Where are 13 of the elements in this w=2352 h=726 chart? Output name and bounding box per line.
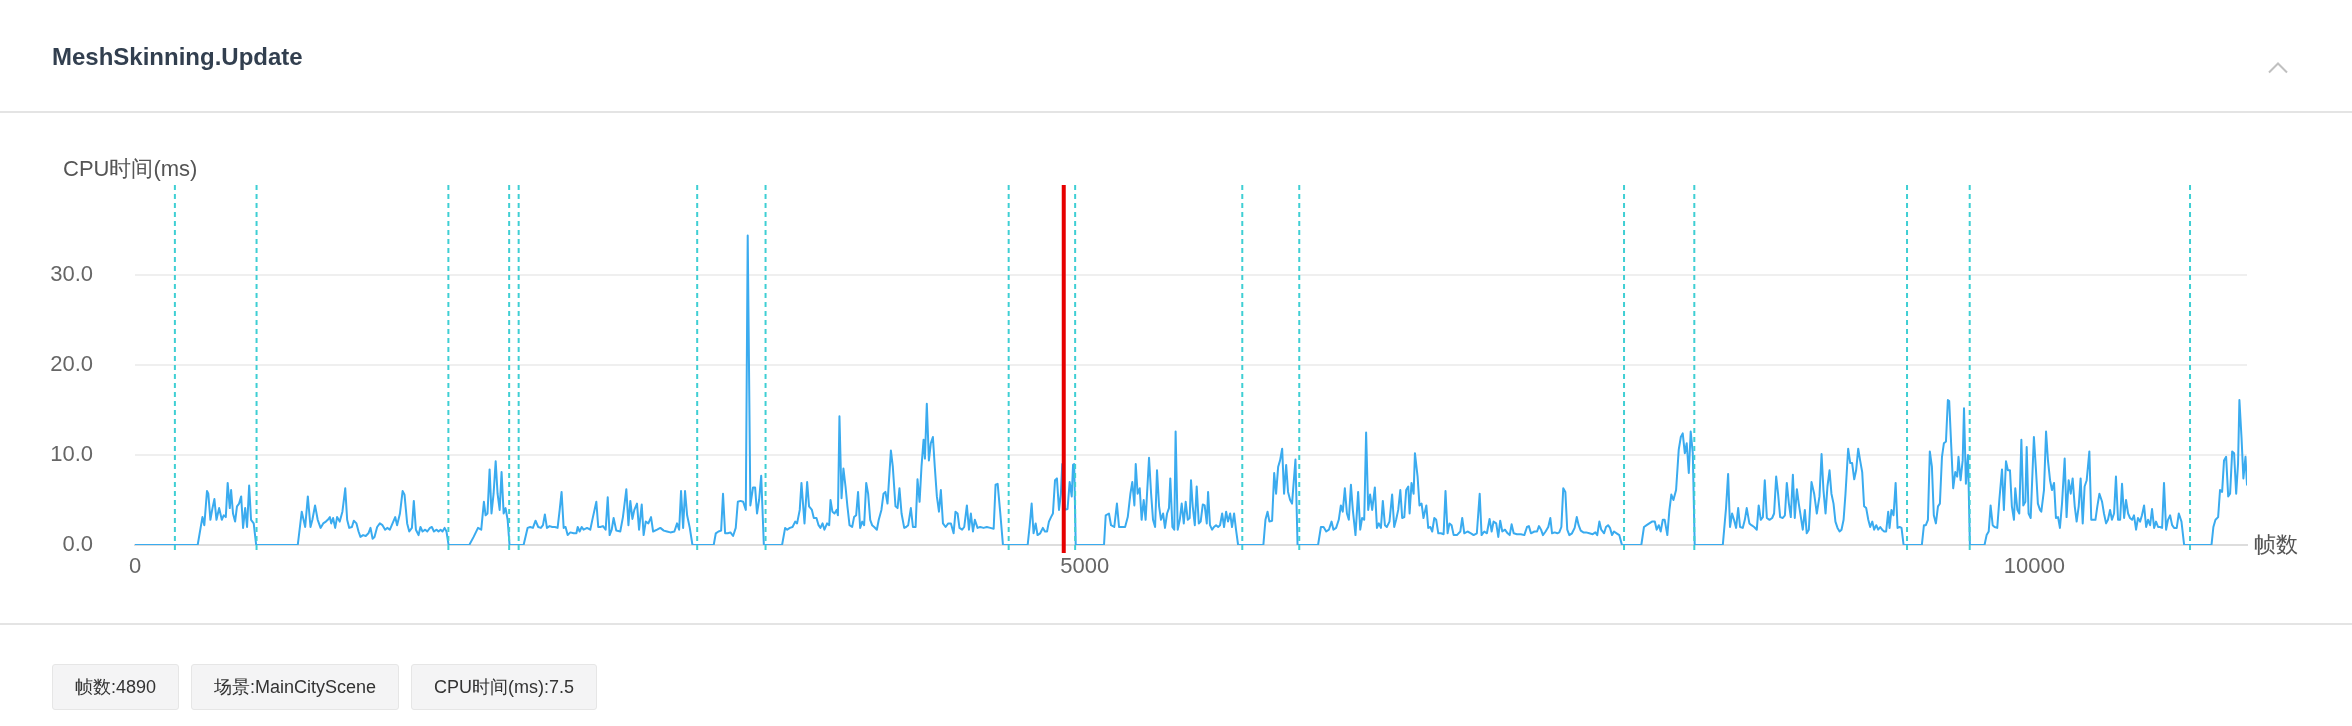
y-tick-label: 30.0 [50,261,93,287]
text: 帧数:4890 [52,664,180,710]
y-tick-label: 20.0 [50,351,93,377]
text: 场景:MainCityScene [191,664,400,710]
x-tick-label: 5000 [1060,553,1110,579]
x-tick-label: 10000 [2003,553,2065,579]
y-tick-label: 0.0 [62,531,93,557]
x-axis-title: 帧数 [2254,532,2298,558]
y-tick-label: 10.0 [50,441,93,467]
text: CPU时间(ms):7.5 [411,664,598,710]
y-axis-title: CPU时间(ms) [63,156,198,182]
chart-title: MeshSkinning.Update [52,42,303,72]
x-tick-label: 0 [128,553,142,579]
